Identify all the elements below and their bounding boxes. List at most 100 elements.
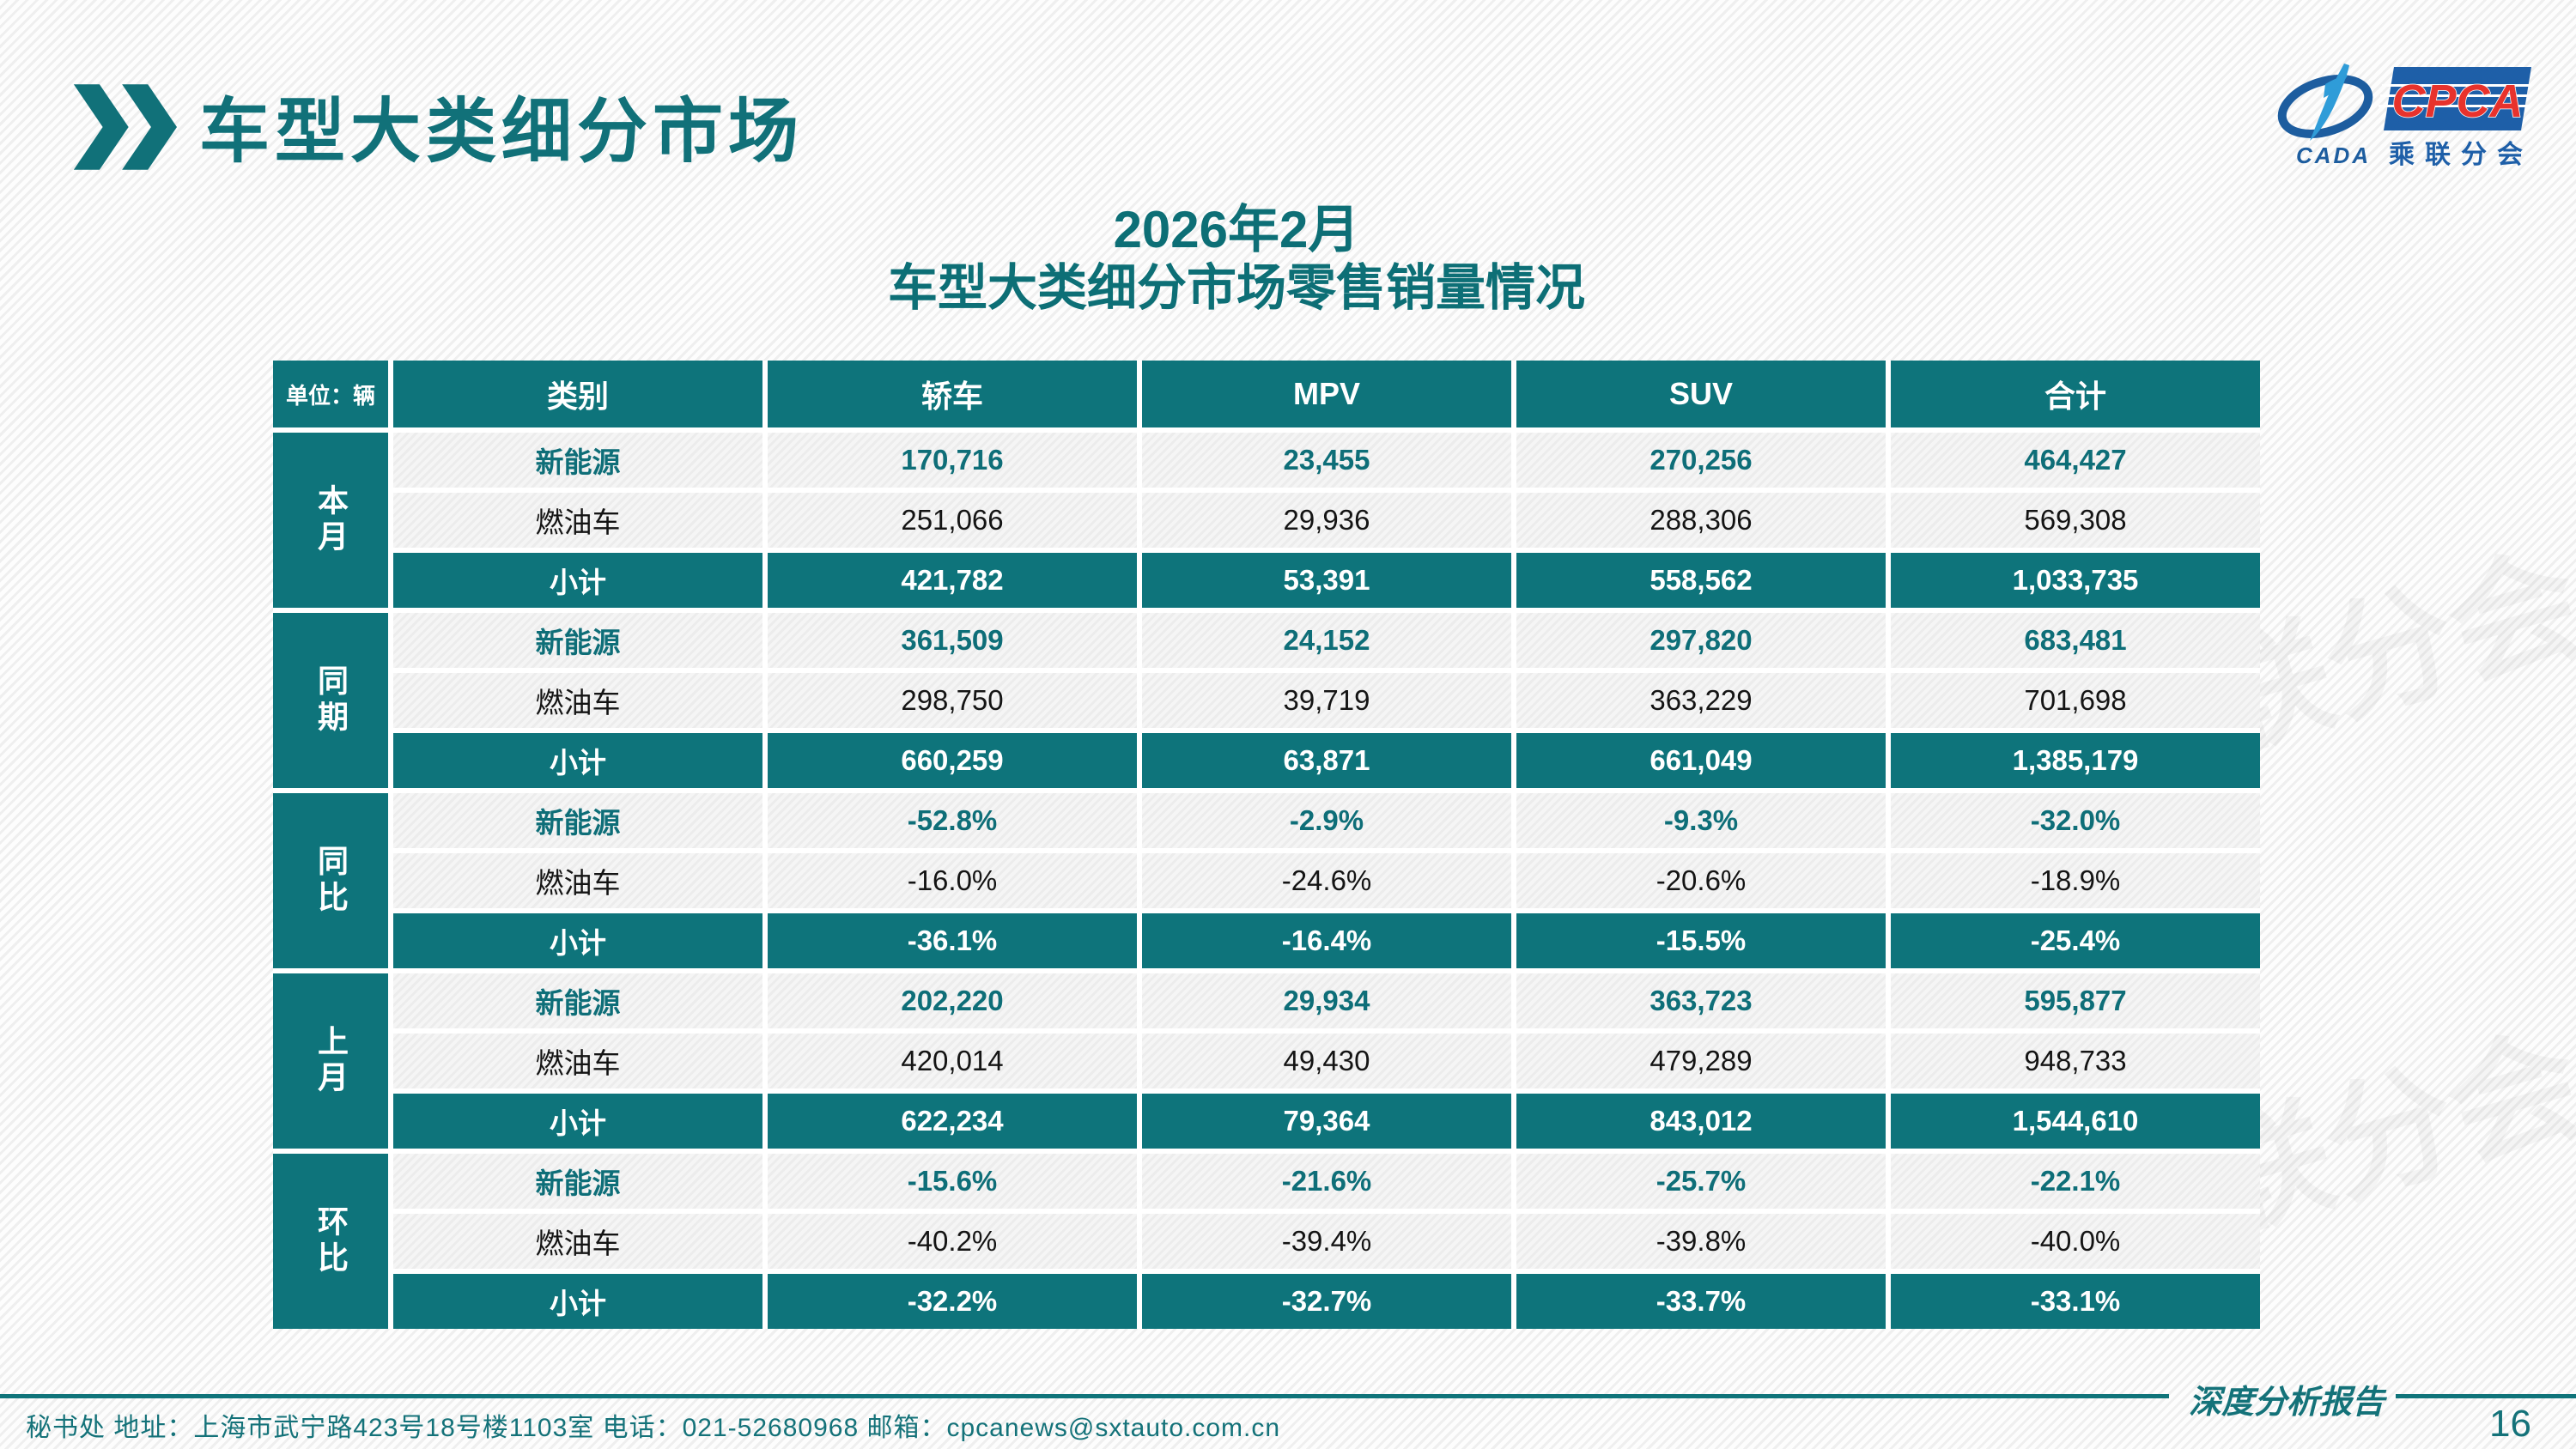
column-header-suv: SUV — [1516, 361, 1886, 427]
table-cell: 363,229 — [1516, 673, 1886, 728]
table-cell: 270,256 — [1516, 433, 1886, 488]
column-header-category: 类别 — [393, 361, 762, 427]
double-chevron-icon — [73, 84, 177, 170]
column-header-total: 合计 — [1891, 361, 2260, 427]
table-cell: 843,012 — [1516, 1094, 1886, 1149]
row-label: 新能源 — [393, 1154, 762, 1209]
row-label: 燃油车 — [393, 1214, 762, 1269]
group-label: 本月 — [273, 433, 388, 608]
row-label: 燃油车 — [393, 1034, 762, 1088]
table-cell: 421,782 — [768, 553, 1137, 608]
table-cell: -21.6% — [1142, 1154, 1511, 1209]
table-cell: 170,716 — [768, 433, 1137, 488]
table-cell: 39,719 — [1142, 673, 1511, 728]
table-cell: 1,544,610 — [1891, 1094, 2260, 1149]
table-cell: -40.0% — [1891, 1214, 2260, 1269]
table-cell: 29,936 — [1142, 493, 1511, 548]
table-cell: -16.0% — [768, 853, 1137, 908]
cada-logo-text: CADA — [2296, 142, 2371, 168]
row-label: 新能源 — [393, 973, 762, 1028]
group-label: 同期 — [273, 613, 388, 788]
table-cell: 420,014 — [768, 1034, 1137, 1088]
row-label: 小计 — [393, 553, 762, 608]
table-cell: -20.6% — [1516, 853, 1886, 908]
table-cell: -39.8% — [1516, 1214, 1886, 1269]
cpca-logo-subtext: 乘联分会 — [2389, 141, 2531, 169]
table-cell: 701,698 — [1891, 673, 2260, 728]
table-cell: -16.4% — [1142, 913, 1511, 968]
sales-table: 单位：辆 类别 轿车 MPV SUV 合计 本月 新能源 170,716 23,… — [273, 361, 2260, 1329]
column-header-mpv: MPV — [1142, 361, 1511, 427]
row-label: 新能源 — [393, 613, 762, 668]
footer-divider-left — [0, 1394, 2169, 1398]
table-cell: 363,723 — [1516, 973, 1886, 1028]
table-cell: -15.6% — [768, 1154, 1137, 1209]
row-label: 新能源 — [393, 793, 762, 848]
table-cell: 464,427 — [1891, 433, 2260, 488]
table-cell: 1,033,735 — [1891, 553, 2260, 608]
footer-divider-right — [2396, 1394, 2576, 1398]
table-cell: 29,934 — [1142, 973, 1511, 1028]
table-cell: 288,306 — [1516, 493, 1886, 548]
row-label: 小计 — [393, 1094, 762, 1149]
table-cell: 948,733 — [1891, 1034, 2260, 1088]
table-cell: 661,049 — [1516, 733, 1886, 788]
cpca-logo-text: CPCA — [2391, 76, 2523, 127]
column-header-sedan: 轿车 — [768, 361, 1137, 427]
table-cell: -32.0% — [1891, 793, 2260, 848]
row-label: 小计 — [393, 733, 762, 788]
table-cell: -32.7% — [1142, 1274, 1511, 1329]
table-cell: -15.5% — [1516, 913, 1886, 968]
table-cell: 23,455 — [1142, 433, 1511, 488]
table-cell: 24,152 — [1142, 613, 1511, 668]
table-cell: -18.9% — [1891, 853, 2260, 908]
table-cell: 595,877 — [1891, 973, 2260, 1028]
report-type-label: 深度分析报告 — [2188, 1385, 2385, 1421]
row-label: 燃油车 — [393, 673, 762, 728]
table-cell: -24.6% — [1142, 853, 1511, 908]
table-cell: 63,871 — [1142, 733, 1511, 788]
table-cell: -39.4% — [1142, 1214, 1511, 1269]
row-label: 燃油车 — [393, 853, 762, 908]
row-label: 小计 — [393, 1274, 762, 1329]
table-cell: -32.2% — [768, 1274, 1137, 1329]
table-cell: 202,220 — [768, 973, 1137, 1028]
group-label: 同比 — [273, 793, 388, 968]
table-cell: 79,364 — [1142, 1094, 1511, 1149]
row-label: 燃油车 — [393, 493, 762, 548]
table-cell: -22.1% — [1891, 1154, 2260, 1209]
table-cell: 569,308 — [1891, 493, 2260, 548]
table-cell: 361,509 — [768, 613, 1137, 668]
table-cell: 298,750 — [768, 673, 1137, 728]
table-cell: 1,385,179 — [1891, 733, 2260, 788]
table-cell: 49,430 — [1142, 1034, 1511, 1088]
table-cell: -33.7% — [1516, 1274, 1886, 1329]
table-cell: -9.3% — [1516, 793, 1886, 848]
table-cell: 251,066 — [768, 493, 1137, 548]
footer-contact-info: 秘书处 地址：上海市武宁路423号18号楼1103室 电话：021-526809… — [26, 1414, 1281, 1442]
table-cell: -40.2% — [768, 1214, 1137, 1269]
table-cell: 660,259 — [768, 733, 1137, 788]
row-label: 小计 — [393, 913, 762, 968]
table-cell: -25.7% — [1516, 1154, 1886, 1209]
unit-label: 单位：辆 — [273, 361, 388, 427]
table-title: 2026年2月 车型大类细分市场零售销量情况 — [0, 201, 2473, 318]
table-cell: 558,562 — [1516, 553, 1886, 608]
page-number: 16 — [2489, 1403, 2531, 1445]
table-cell: 53,391 — [1142, 553, 1511, 608]
table-cell: 683,481 — [1891, 613, 2260, 668]
table-title-line1: 2026年2月 — [1113, 201, 1360, 258]
table-cell: 622,234 — [768, 1094, 1137, 1149]
table-cell: -36.1% — [768, 913, 1137, 968]
table-cell: 479,289 — [1516, 1034, 1886, 1088]
table-cell: -33.1% — [1891, 1274, 2260, 1329]
table-title-line2: 车型大类细分市场零售销量情况 — [887, 260, 1585, 316]
group-label: 上月 — [273, 973, 388, 1149]
table-cell: -2.9% — [1142, 793, 1511, 848]
group-label: 环比 — [273, 1154, 388, 1329]
cpca-logo: CADA CPCA 乘联分会 — [2277, 64, 2531, 169]
table-cell: -52.8% — [768, 793, 1137, 848]
page-title: 车型大类细分市场 — [199, 93, 805, 171]
row-label: 新能源 — [393, 433, 762, 488]
